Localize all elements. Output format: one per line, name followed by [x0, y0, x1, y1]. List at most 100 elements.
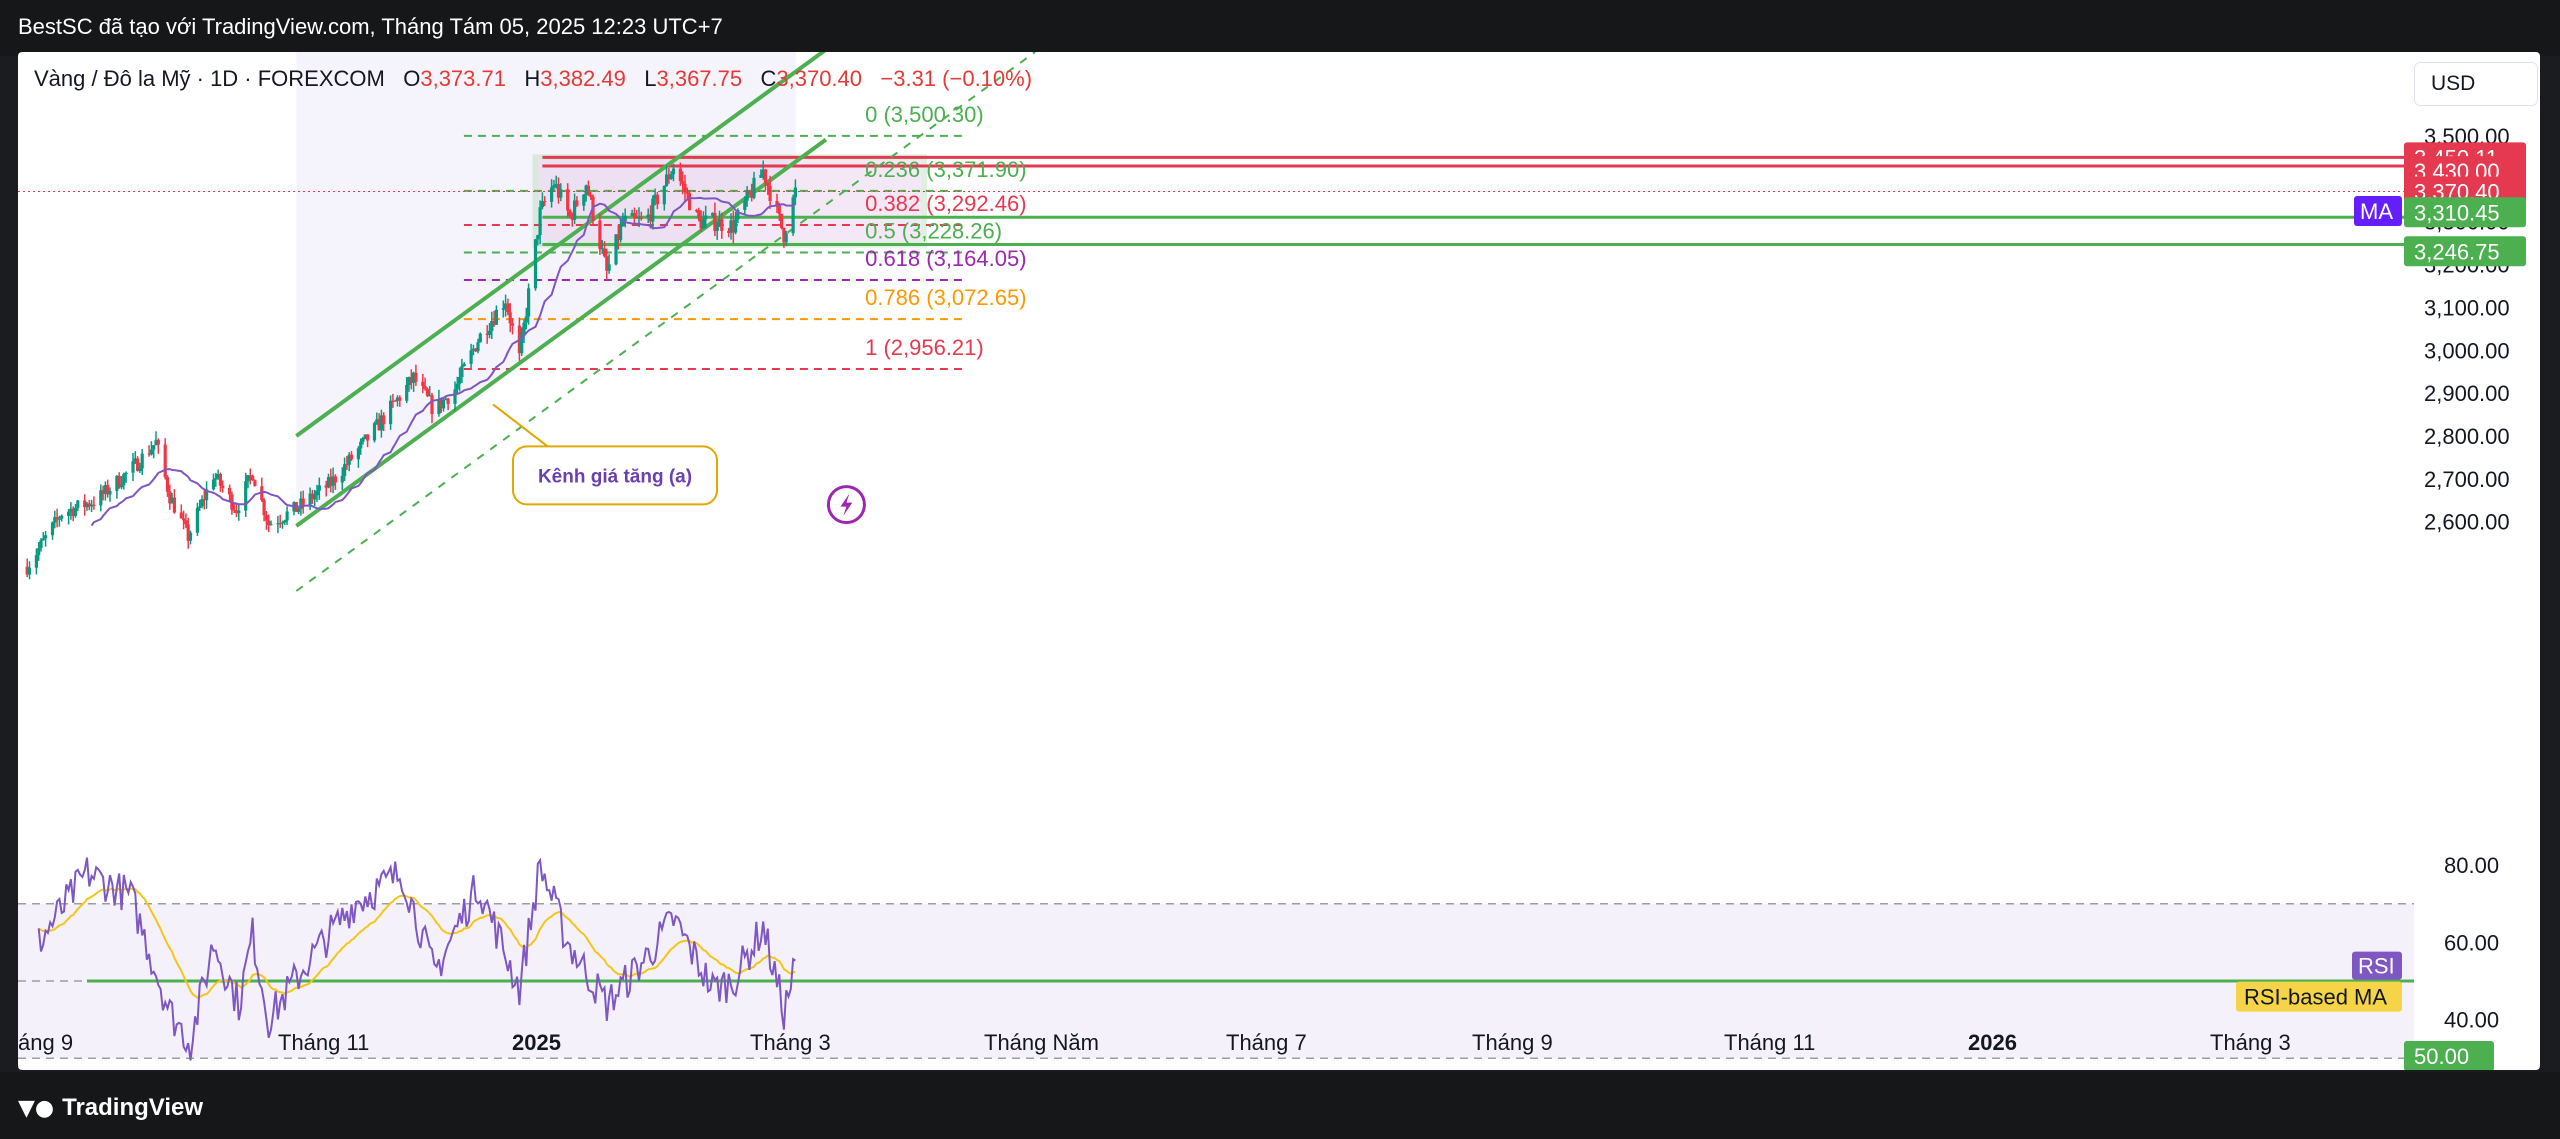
candle-body — [198, 506, 202, 508]
moving-average-line — [90, 196, 796, 527]
candle-body — [506, 303, 510, 313]
candle-body — [124, 472, 128, 475]
candle-body — [232, 509, 236, 511]
candle-body — [67, 511, 71, 516]
rsi-line — [37, 857, 796, 1061]
candle-body — [407, 377, 411, 386]
candle-body — [566, 189, 570, 211]
snapshot-title: BestSC đã tạo với TradingView.com, Tháng… — [18, 14, 723, 39]
currency-selector[interactable]: USD — [2414, 62, 2538, 106]
candle-body — [71, 508, 75, 517]
candle-body — [395, 397, 400, 401]
candle-body — [393, 400, 397, 402]
candle-body — [582, 194, 586, 206]
candle-body — [50, 522, 55, 536]
candle-body — [616, 234, 620, 241]
candle-body — [775, 200, 779, 206]
candle-body — [195, 507, 199, 533]
candle-body — [602, 248, 607, 257]
price-chart[interactable]: Kênh giá tăng (a) 0 (3,500.30) 0.236 (3,37… — [18, 52, 2540, 1070]
symbol-legend[interactable]: Vàng / Đô la Mỹ · 1D · FOREXCOM O3,373.7… — [34, 66, 1032, 92]
candle-body — [655, 194, 659, 205]
tradingview-brand[interactable]: ▼● TradingView — [18, 1094, 203, 1122]
high-label: H — [524, 66, 541, 91]
candle-body — [267, 520, 271, 526]
candle-body — [763, 169, 768, 184]
candle-body — [458, 377, 462, 384]
candle-body — [317, 485, 321, 491]
candle-body — [412, 372, 416, 383]
candle-body — [331, 476, 335, 486]
candle-body — [269, 524, 273, 526]
candle-body — [552, 185, 556, 188]
chart-panel[interactable]: Kênh giá tăng (a) 0 (3,500.30) 0.236 (3,37… — [18, 52, 2540, 1070]
candle-body — [421, 381, 425, 387]
candle-body — [685, 192, 689, 194]
time-axis-label: Tháng 3 — [2210, 1030, 2291, 1055]
candle-body — [704, 215, 708, 220]
candle-body — [92, 504, 96, 506]
candle-body — [437, 399, 441, 415]
candle-body — [425, 388, 429, 396]
candle-body — [520, 334, 524, 354]
candle-body — [476, 342, 480, 352]
candle-body — [154, 440, 158, 446]
candle-body — [533, 239, 538, 289]
level-tag-3246-bg — [2404, 236, 2526, 267]
candle-body — [504, 303, 508, 309]
price-axis-tick: 3,100.00 — [2424, 295, 2510, 320]
candle-body — [747, 190, 751, 193]
candle-body — [310, 493, 314, 500]
candle-body — [131, 461, 135, 473]
candle-body — [280, 522, 285, 524]
candle-body — [283, 520, 287, 523]
candle-body — [326, 477, 331, 488]
candle-body — [460, 365, 464, 378]
candle-body — [536, 235, 540, 240]
candle-body — [713, 213, 717, 231]
price-axis-tick: 3,000.00 — [2424, 338, 2510, 363]
candle-body — [228, 487, 232, 495]
candle-body — [372, 423, 377, 441]
candle-body — [147, 453, 151, 455]
candle-body — [122, 474, 126, 486]
candle-body — [299, 498, 303, 509]
candle-body — [793, 187, 797, 198]
candle-body — [621, 221, 625, 225]
fib-level-label: 0.5 (3,228.26) — [865, 218, 1002, 243]
candle-body — [697, 210, 701, 219]
candle-body — [455, 383, 459, 390]
channel-label-pointer — [492, 403, 554, 452]
level-tag-3310-bg — [2404, 197, 2526, 228]
candle-body — [340, 475, 344, 483]
channel-label-box — [512, 445, 718, 506]
candle-body — [743, 200, 747, 210]
candle-body — [444, 398, 448, 400]
candle-body — [90, 504, 94, 507]
candle-body — [389, 400, 393, 425]
rsi-axis-tick: 80.00 — [2444, 853, 2499, 878]
candle-body — [179, 512, 183, 519]
candle-body — [377, 419, 381, 431]
candle-body — [119, 485, 124, 488]
rsi-axis-tick: 60.00 — [2444, 930, 2499, 955]
candle-body — [117, 476, 121, 488]
candle-body — [527, 288, 531, 317]
candle-body — [777, 205, 781, 214]
candle-body — [759, 174, 763, 178]
open-value: 3,373.71 — [420, 66, 506, 91]
candle-body — [559, 189, 563, 198]
candle-body — [600, 248, 604, 250]
price-axis-tick: 2,600.00 — [2424, 510, 2510, 535]
candle-body — [218, 474, 222, 486]
close-label: C — [760, 66, 777, 91]
candle-body — [446, 398, 450, 404]
candle-body — [382, 415, 386, 425]
candle-body — [73, 507, 78, 517]
candle-body — [568, 210, 572, 217]
rsi-level-tag: 50.00 — [2414, 1044, 2469, 1069]
lightning-icon — [840, 493, 853, 516]
candle-body — [522, 322, 526, 335]
candle-body — [471, 348, 475, 351]
candle-body — [678, 168, 682, 182]
